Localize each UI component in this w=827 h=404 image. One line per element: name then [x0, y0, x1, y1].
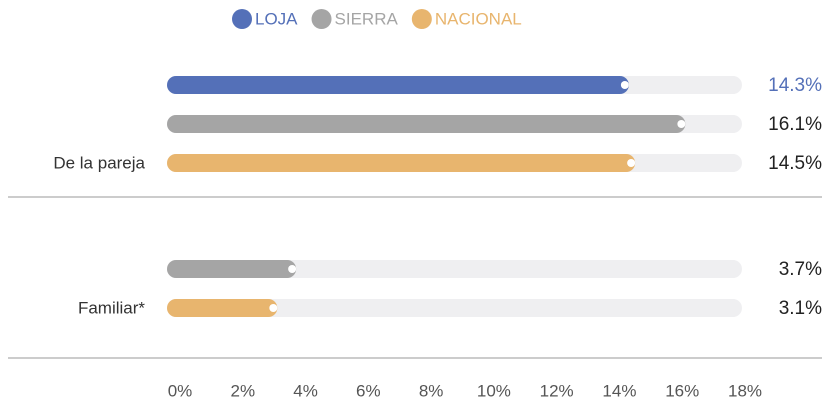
- legend-label: SIERRA: [335, 9, 399, 28]
- bar: [167, 115, 686, 133]
- category-label: Familiar*: [78, 298, 145, 317]
- x-tick-label: 14%: [602, 381, 636, 400]
- bar-end-dot: [269, 304, 278, 312]
- x-tick-label: 6%: [356, 381, 381, 400]
- bar: [167, 260, 297, 278]
- x-tick-label: 4%: [293, 381, 318, 400]
- value-label: 14.3%: [768, 75, 822, 96]
- x-tick-label: 10%: [477, 381, 511, 400]
- legend-swatch: [311, 9, 332, 29]
- bar-track: [167, 299, 742, 317]
- value-label: 3.7%: [779, 259, 822, 280]
- category-label: De la pareja: [53, 153, 145, 172]
- x-tick-label: 12%: [540, 381, 574, 400]
- x-tick-label: 18%: [728, 381, 762, 400]
- bar-end-dot: [288, 265, 297, 273]
- x-tick-label: 2%: [230, 381, 255, 400]
- legend-swatch: [411, 9, 432, 29]
- bar-track: [167, 260, 742, 278]
- bar-end-dot: [620, 81, 629, 89]
- bar: [167, 299, 278, 317]
- x-tick-label: 0%: [168, 381, 193, 400]
- value-label: 3.1%: [779, 298, 822, 319]
- legend-label: LOJA: [255, 9, 298, 28]
- bar-end-dot: [677, 120, 686, 128]
- legend-swatch: [232, 9, 252, 29]
- x-tick-label: 8%: [419, 381, 444, 400]
- legend-label: NACIONAL: [435, 9, 522, 28]
- x-tick-label: 16%: [665, 381, 699, 400]
- bar: [167, 76, 629, 94]
- value-label: 16.1%: [768, 114, 822, 135]
- bar-end-dot: [627, 159, 636, 167]
- value-label: 14.5%: [768, 153, 822, 174]
- bar: [167, 154, 636, 172]
